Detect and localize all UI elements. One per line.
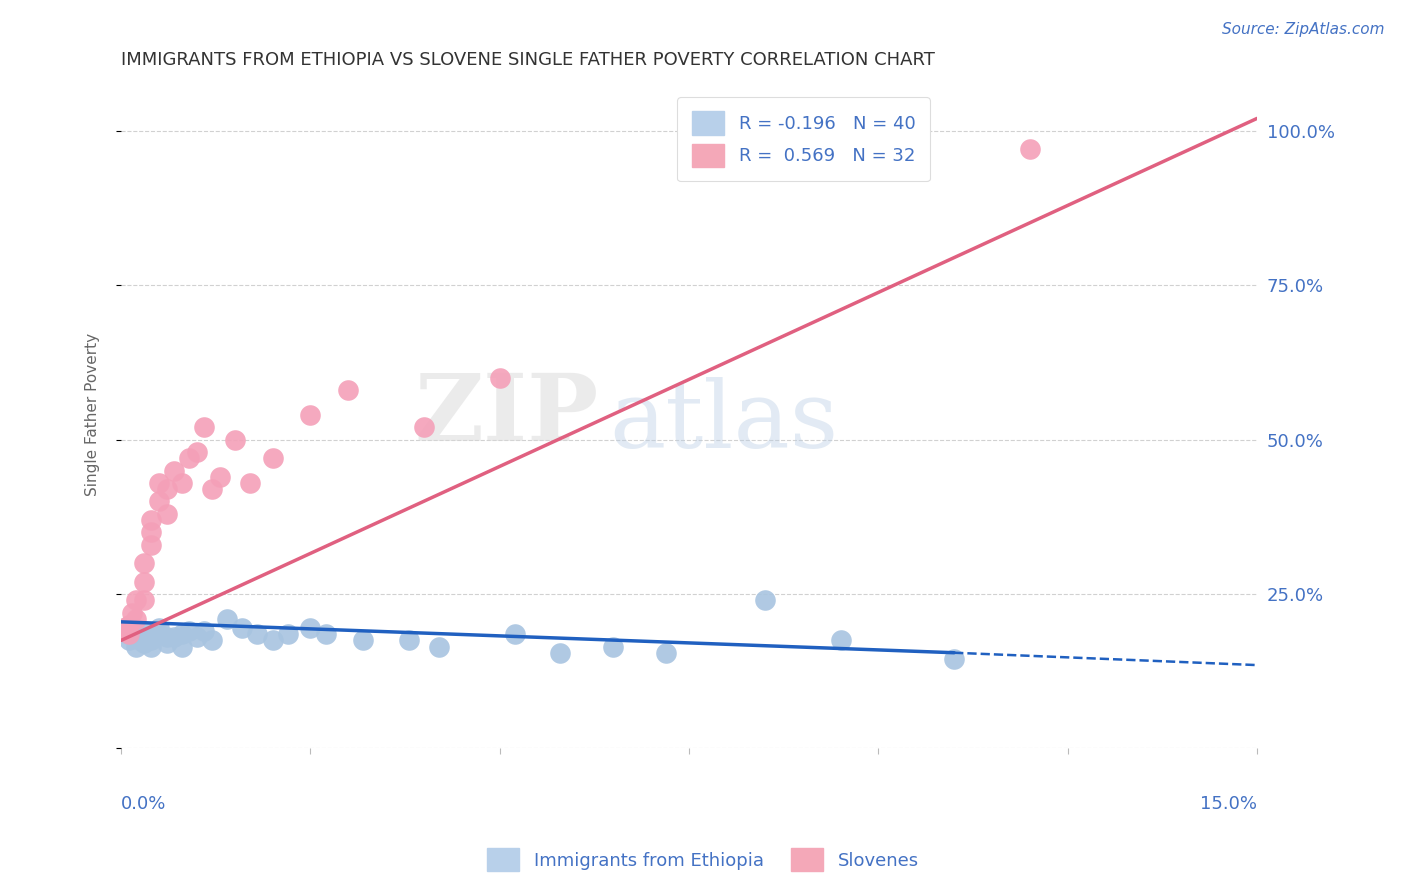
Point — [239, 475, 262, 490]
Point — [141, 525, 163, 540]
Text: Source: ZipAtlas.com: Source: ZipAtlas.com — [1222, 22, 1385, 37]
Legend: Immigrants from Ethiopia, Slovenes: Immigrants from Ethiopia, Slovenes — [479, 841, 927, 879]
Point — [132, 556, 155, 570]
Point — [125, 630, 148, 644]
Point — [155, 482, 177, 496]
Point — [398, 633, 420, 648]
Point — [231, 621, 253, 635]
Point — [262, 633, 284, 648]
Point — [170, 640, 193, 654]
Point — [141, 513, 163, 527]
Point — [118, 633, 141, 648]
Text: atlas: atlas — [610, 376, 839, 467]
Point — [186, 630, 208, 644]
Point — [148, 475, 170, 490]
Point — [299, 621, 322, 635]
Point — [655, 646, 678, 660]
Point — [148, 621, 170, 635]
Text: 0.0%: 0.0% — [121, 795, 166, 814]
Point — [132, 630, 155, 644]
Point — [132, 624, 155, 639]
Point — [208, 469, 231, 483]
Point — [299, 408, 322, 422]
Point — [170, 475, 193, 490]
Point — [201, 633, 224, 648]
Point — [155, 630, 177, 644]
Point — [132, 574, 155, 589]
Point — [155, 507, 177, 521]
Point — [550, 646, 572, 660]
Point — [118, 627, 141, 641]
Point — [193, 624, 215, 639]
Point — [163, 630, 186, 644]
Point — [943, 652, 966, 666]
Text: ZIP: ZIP — [413, 370, 598, 460]
Point — [413, 420, 436, 434]
Point — [129, 633, 152, 648]
Point — [121, 606, 143, 620]
Point — [125, 612, 148, 626]
Point — [201, 482, 224, 496]
Point — [217, 612, 239, 626]
Point — [246, 627, 269, 641]
Point — [353, 633, 375, 648]
Point — [121, 624, 143, 639]
Point — [132, 636, 155, 650]
Point — [132, 593, 155, 607]
Point — [179, 451, 201, 466]
Point — [1018, 142, 1040, 156]
Point — [186, 445, 208, 459]
Point — [262, 451, 284, 466]
Point — [141, 640, 163, 654]
Point — [118, 618, 141, 632]
Point — [112, 621, 135, 635]
Point — [602, 640, 624, 654]
Point — [488, 371, 510, 385]
Point — [125, 640, 148, 654]
Point — [125, 593, 148, 607]
Point — [155, 636, 177, 650]
Point — [141, 538, 163, 552]
Point — [114, 621, 136, 635]
Point — [315, 627, 337, 641]
Point — [427, 640, 450, 654]
Y-axis label: Single Father Poverty: Single Father Poverty — [86, 334, 100, 497]
Point — [503, 627, 526, 641]
Point — [193, 420, 215, 434]
Point — [118, 627, 141, 641]
Point — [148, 627, 170, 641]
Point — [179, 624, 201, 639]
Point — [141, 633, 163, 648]
Point — [754, 593, 776, 607]
Point — [830, 633, 852, 648]
Text: 15.0%: 15.0% — [1201, 795, 1257, 814]
Point — [170, 627, 193, 641]
Point — [277, 627, 299, 641]
Point — [163, 463, 186, 477]
Text: IMMIGRANTS FROM ETHIOPIA VS SLOVENE SINGLE FATHER POVERTY CORRELATION CHART: IMMIGRANTS FROM ETHIOPIA VS SLOVENE SING… — [121, 51, 935, 69]
Point — [224, 433, 246, 447]
Point — [148, 494, 170, 508]
Legend: R = -0.196   N = 40, R =  0.569   N = 32: R = -0.196 N = 40, R = 0.569 N = 32 — [678, 97, 929, 181]
Point — [114, 624, 136, 639]
Point — [337, 383, 360, 397]
